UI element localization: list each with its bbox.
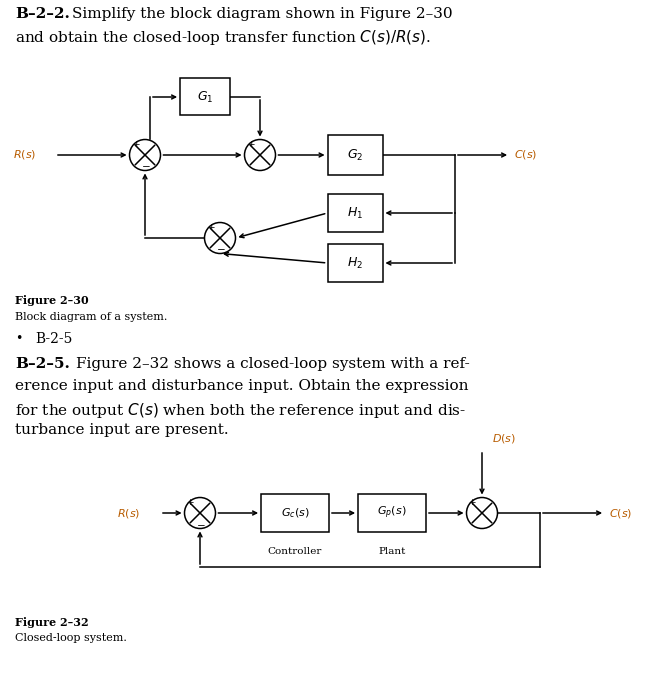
FancyBboxPatch shape	[261, 494, 329, 532]
Text: +: +	[132, 140, 139, 149]
Text: for the output $C(s)$ when both the reference input and dis-: for the output $C(s)$ when both the refe…	[15, 401, 466, 420]
Circle shape	[185, 497, 216, 529]
FancyBboxPatch shape	[328, 194, 382, 232]
Text: erence input and disturbance input. Obtain the expression: erence input and disturbance input. Obta…	[15, 379, 468, 393]
FancyBboxPatch shape	[358, 494, 426, 532]
Text: Simplify the block diagram shown in Figure 2–30: Simplify the block diagram shown in Figu…	[72, 7, 453, 21]
Text: +: +	[207, 223, 214, 232]
Circle shape	[466, 497, 497, 529]
Text: Figure 2–32 shows a closed-loop system with a ref-: Figure 2–32 shows a closed-loop system w…	[76, 357, 470, 371]
Text: Plant: Plant	[379, 547, 406, 556]
Text: −: −	[196, 521, 205, 531]
Circle shape	[205, 223, 236, 253]
Text: and obtain the closed-loop transfer function $C(s)/R(s)$.: and obtain the closed-loop transfer func…	[15, 28, 431, 47]
Text: $H_1$: $H_1$	[347, 206, 363, 221]
Text: Block diagram of a system.: Block diagram of a system.	[15, 312, 167, 322]
Text: B–2–2.: B–2–2.	[15, 7, 70, 21]
FancyBboxPatch shape	[328, 244, 382, 282]
Text: $R(s)$: $R(s)$	[117, 506, 140, 519]
Text: Controller: Controller	[268, 547, 322, 556]
Text: $G_2$: $G_2$	[347, 147, 363, 162]
Text: $G_1$: $G_1$	[197, 90, 213, 105]
FancyBboxPatch shape	[328, 135, 382, 175]
Text: $G_c(s)$: $G_c(s)$	[280, 506, 309, 520]
Text: $D(s)$: $D(s)$	[492, 432, 516, 445]
Text: +: +	[186, 499, 194, 508]
Text: $C(s)$: $C(s)$	[514, 149, 537, 162]
Text: $G_p(s)$: $G_p(s)$	[377, 505, 407, 521]
Text: $C(s)$: $C(s)$	[609, 506, 632, 519]
Circle shape	[244, 140, 275, 171]
Text: +: +	[247, 140, 254, 149]
Text: +: +	[468, 499, 475, 508]
Text: Figure 2–32: Figure 2–32	[15, 617, 89, 628]
Circle shape	[129, 140, 160, 171]
FancyBboxPatch shape	[180, 79, 230, 116]
Text: B–2–5.: B–2–5.	[15, 357, 70, 371]
Text: Closed-loop system.: Closed-loop system.	[15, 633, 127, 643]
Text: −: −	[141, 162, 150, 173]
Text: $H_2$: $H_2$	[347, 256, 363, 271]
Text: −: −	[216, 245, 225, 256]
Text: •: •	[15, 332, 23, 345]
Text: $R(s)$: $R(s)$	[13, 149, 36, 162]
Text: Figure 2–30: Figure 2–30	[15, 295, 89, 306]
Text: B-2-5: B-2-5	[35, 332, 72, 346]
Text: turbance input are present.: turbance input are present.	[15, 423, 229, 437]
